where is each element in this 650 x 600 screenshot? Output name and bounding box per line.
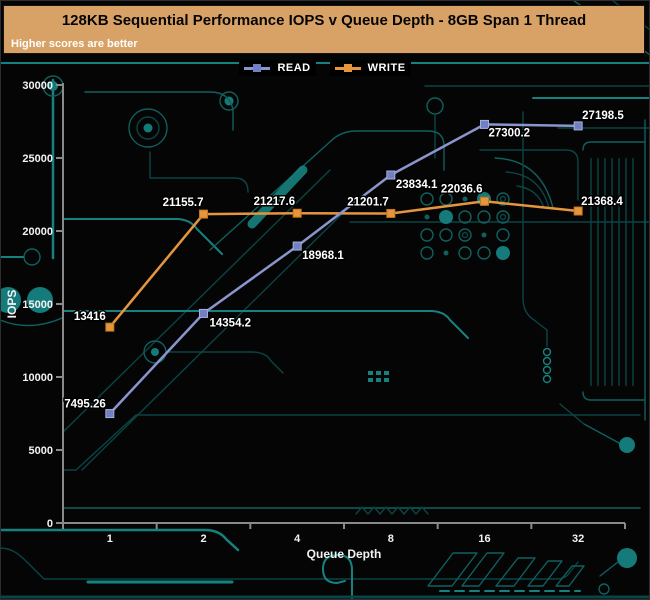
- read-point-marker: [199, 308, 208, 318]
- write-point-marker: [386, 208, 396, 218]
- circuit-pad: [496, 210, 510, 224]
- write-series-marker-icon: [334, 63, 361, 72]
- read-series-marker-icon: [244, 63, 271, 72]
- circuit-chip-pin: [368, 378, 373, 382]
- header-bar: 128KB Sequential Performance IOPS v Queu…: [3, 5, 645, 54]
- circuit-pad: [439, 210, 453, 224]
- write-point-label: 22036.6: [441, 183, 483, 195]
- read-point-label: 27198.5: [582, 110, 624, 122]
- circuit-pad: [499, 213, 507, 221]
- read-point-label: 7495.26: [64, 399, 106, 411]
- circuit-chip-pin: [376, 371, 381, 375]
- read-series-line: [108, 123, 579, 415]
- write-point-label: 21217.6: [254, 196, 296, 208]
- circuit-chip-pin: [384, 371, 389, 375]
- legend-label-write: WRITE: [367, 62, 406, 74]
- write-point-label: 21155.7: [163, 197, 204, 209]
- circuit-via: [542, 365, 552, 375]
- write-point-marker: [292, 208, 302, 218]
- circuit-pad: [458, 210, 472, 224]
- legend-item-read: READ: [239, 60, 316, 76]
- read-point-label: 14354.2: [210, 317, 252, 329]
- write-point-marker: [573, 206, 583, 216]
- x-tick-label: 16: [478, 533, 490, 545]
- read-point-marker: [105, 409, 115, 419]
- x-axis-title: Queue Depth: [307, 547, 382, 561]
- circuit-chip-pin: [384, 378, 389, 382]
- circuit-pad: [499, 195, 507, 203]
- y-tick-label: 30000: [22, 80, 53, 92]
- x-tick-label: 32: [572, 533, 584, 545]
- circuit-chip-pin: [368, 371, 373, 375]
- read-point-label: 27300.2: [489, 127, 531, 139]
- y-tick-label: 10000: [22, 372, 53, 384]
- read-point-marker: [573, 121, 583, 131]
- circuit-via: [542, 356, 552, 366]
- iops-line-chart: 0 5000 10000 15000 20000 25000 30000 1 2 4 8 16 32 Qu…: [5, 80, 626, 561]
- x-tick-label: 4: [294, 533, 301, 545]
- circuit-pad: [458, 246, 472, 260]
- circuit-pad: [443, 250, 449, 256]
- circuit-via: [542, 347, 552, 357]
- circuit-pad: [477, 246, 491, 260]
- write-point-label: 13416: [74, 311, 106, 323]
- circuit-pad: [481, 232, 487, 238]
- circuit-pad: [439, 192, 453, 206]
- x-tick-label: 8: [388, 533, 394, 545]
- y-tick-label: 20000: [22, 226, 53, 238]
- circuit-pad: [420, 192, 434, 206]
- x-tick-label: 1: [107, 533, 113, 545]
- circuit-via: [542, 374, 552, 384]
- y-tick-label: 0: [47, 518, 53, 530]
- write-point-marker: [105, 322, 115, 332]
- write-point-marker: [480, 196, 489, 206]
- y-axis-title: IOPS: [5, 290, 19, 319]
- chart-subtitle: Higher scores are better: [11, 38, 138, 50]
- circuit-pad: [462, 196, 468, 202]
- read-point-label: 23834.1: [396, 179, 438, 191]
- circuit-pad: [420, 228, 434, 242]
- write-point-label: 21201.7: [347, 196, 389, 208]
- circuit-pad: [477, 210, 491, 224]
- circuit-pad: [458, 228, 472, 242]
- write-point-label: 21368.4: [581, 196, 623, 208]
- circuit-pad: [439, 228, 453, 242]
- circuit-board-decorations: [368, 158, 634, 386]
- legend-label-read: READ: [277, 62, 311, 74]
- write-point-marker: [199, 209, 208, 219]
- circuit-pad: [461, 231, 469, 239]
- read-point-marker: [480, 119, 489, 129]
- chart-title: 128KB Sequential Performance IOPS v Queu…: [61, 12, 587, 29]
- write-series-line: [108, 200, 579, 328]
- read-point-marker: [386, 170, 396, 180]
- read-point-marker: [292, 241, 302, 251]
- y-tick-label: 5000: [29, 445, 53, 457]
- circuit-pad: [496, 246, 510, 260]
- y-tick-label: 25000: [22, 153, 53, 165]
- circuit-pad: [420, 246, 434, 260]
- read-point-label: 18968.1: [302, 250, 344, 262]
- chart-legend: READ WRITE: [0, 60, 650, 76]
- circuit-pad: [424, 214, 430, 220]
- circuit-pad: [496, 228, 510, 242]
- y-tick-label: 15000: [22, 299, 53, 311]
- legend-item-write: WRITE: [329, 60, 411, 76]
- x-tick-label: 2: [200, 533, 206, 545]
- circuit-chip-pin: [376, 378, 381, 382]
- circuit-pad: [496, 192, 510, 206]
